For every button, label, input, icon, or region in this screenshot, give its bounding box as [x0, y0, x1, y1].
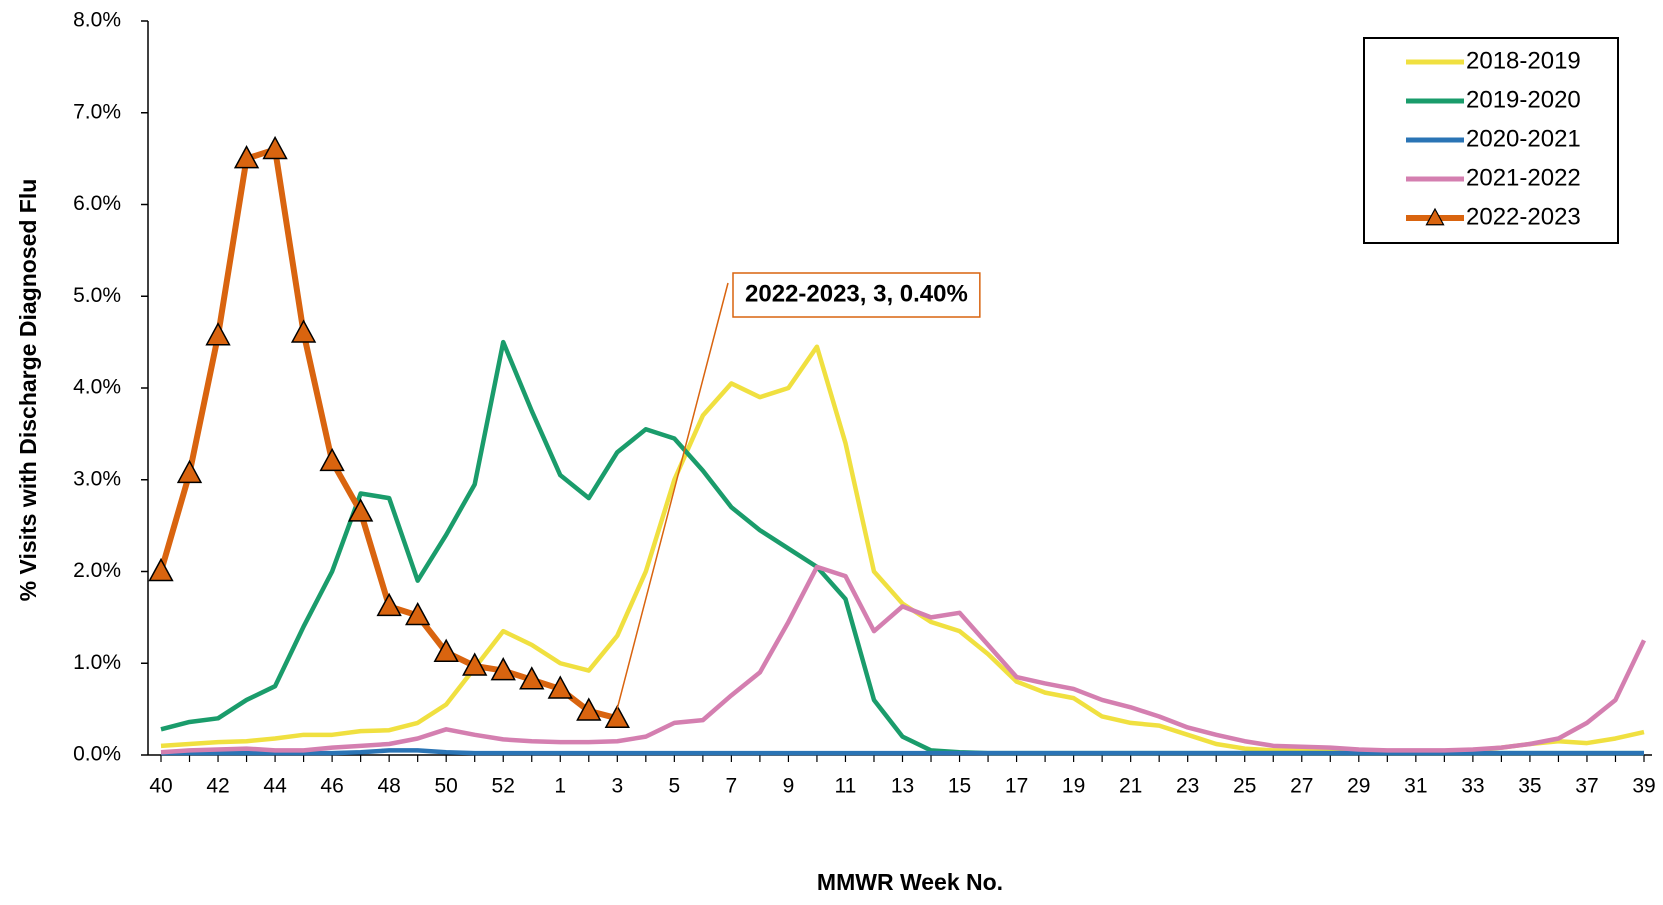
- x-tick-label: 23: [1176, 775, 1199, 798]
- x-tick-label: 31: [1404, 775, 1427, 798]
- series-line: [158, 146, 619, 722]
- x-tick-label: 46: [320, 775, 343, 798]
- x-tick-label: 9: [783, 775, 795, 798]
- x-tick-label: 5: [669, 775, 681, 798]
- x-tick-label: 35: [1518, 775, 1541, 798]
- annotation-line: [616, 282, 729, 709]
- x-tick-label: 42: [206, 775, 229, 798]
- y-tick-label: 7.0%: [73, 100, 121, 123]
- y-tick-label: 6.0%: [73, 192, 121, 215]
- series-marker: [176, 459, 203, 484]
- x-tick-label: 17: [1005, 775, 1028, 798]
- x-tick-label: 52: [492, 775, 515, 798]
- y-tick-label: 0.0%: [73, 743, 121, 766]
- series-marker: [262, 135, 288, 160]
- x-tick-label: 7: [726, 775, 738, 798]
- y-tick-label: 2.0%: [73, 559, 121, 582]
- x-tick-label: 48: [377, 775, 400, 798]
- y-tick-label: 4.0%: [73, 376, 121, 399]
- x-tick-label: 37: [1575, 775, 1598, 798]
- series-marker: [148, 557, 174, 582]
- series-line: [160, 564, 1647, 755]
- series-marker: [319, 447, 345, 472]
- legend-label: 2020-2021: [1466, 125, 1581, 152]
- x-tick-label: 39: [1632, 775, 1655, 798]
- x-tick-label: 25: [1233, 775, 1256, 798]
- y-tick-label: 3.0%: [73, 467, 121, 490]
- series-marker: [376, 592, 402, 617]
- y-tick-label: 1.0%: [73, 651, 121, 674]
- series-marker: [347, 498, 374, 522]
- annotation-box: [732, 272, 981, 318]
- x-tick-label: 19: [1062, 775, 1085, 798]
- x-tick-label: 1: [554, 775, 566, 798]
- x-tick-label: 13: [891, 775, 914, 798]
- legend-label: 2018-2019: [1466, 47, 1581, 74]
- y-tick-label: 5.0%: [73, 284, 121, 307]
- series-marker: [233, 145, 260, 169]
- series-marker: [547, 675, 573, 699]
- series-marker: [519, 666, 545, 690]
- x-tick-label: 50: [435, 775, 458, 798]
- x-tick-label: 40: [149, 775, 172, 798]
- x-tick-label: 44: [263, 775, 287, 798]
- legend-label: 2019-2020: [1466, 86, 1581, 113]
- series-marker: [433, 638, 459, 662]
- y-tick-label: 8.0%: [73, 9, 121, 32]
- x-tick-label: 3: [611, 775, 623, 798]
- series-marker: [576, 697, 602, 721]
- x-tick-label: 29: [1347, 775, 1370, 798]
- legend-marker: [1425, 207, 1445, 226]
- legend: 2018-2019 2019-2020 2020-2021 2021-2022 2022…: [1363, 37, 1619, 244]
- series-marker: [462, 652, 488, 676]
- x-tick-label: 33: [1461, 775, 1484, 798]
- x-tick-label: 27: [1290, 775, 1313, 798]
- annotation: 2022-2023, 3, 0.40%: [745, 280, 968, 307]
- x-axis-label: MMWR Week No.: [817, 869, 1003, 895]
- series-marker: [490, 657, 516, 681]
- x-tick-label: 15: [948, 775, 971, 798]
- x-tick-label: 11: [835, 775, 857, 798]
- series-line: [161, 748, 1644, 756]
- y-axis-label: % Visits with Discharge Diagnosed Flu: [15, 179, 41, 602]
- series-line: [160, 339, 1644, 756]
- series-line: [160, 344, 1645, 755]
- series-marker: [290, 319, 317, 343]
- x-tick-label: 21: [1119, 775, 1142, 798]
- legend-label: 2021-2022: [1466, 164, 1581, 191]
- series-marker: [604, 704, 630, 729]
- series-marker: [405, 601, 431, 626]
- series-marker: [205, 322, 231, 346]
- legend-label: 2022-2023: [1466, 203, 1581, 230]
